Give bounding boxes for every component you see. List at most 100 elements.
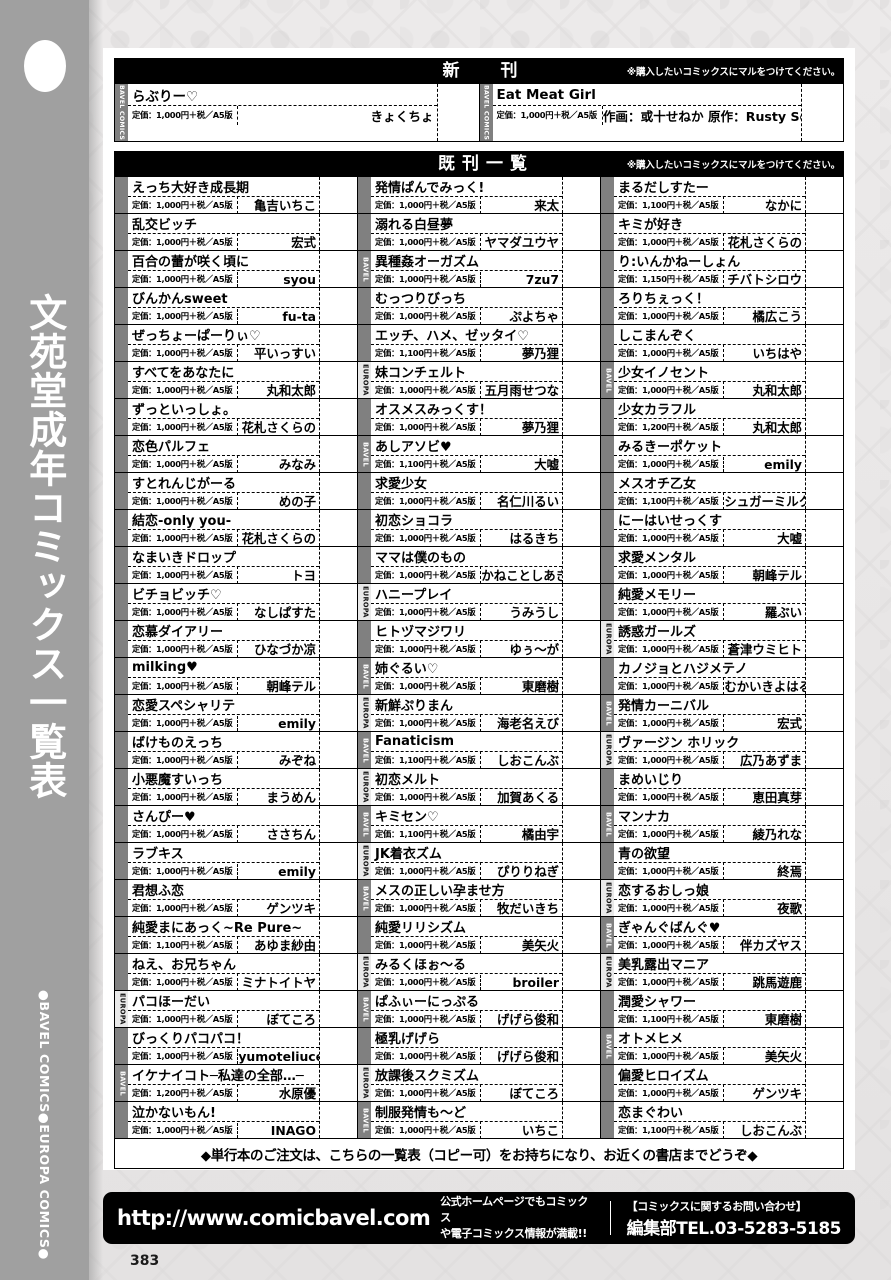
book-row[interactable]: えっち大好き成長期 定価：1,000円＋税／A5版 亀吉いちこ: [115, 177, 357, 215]
book-row[interactable]: 乱交ビッチ 定価：1,000円＋税／A5版 宏式: [115, 214, 357, 252]
book-row[interactable]: BAVEL ぎゃんぐばんぐ♥ 定価：1,000円＋税／A5版 伴カズヤス: [601, 917, 843, 955]
book-row[interactable]: EUROPA 初恋メルト 定価：1,000円＋税／A5版 加賀あくる: [358, 769, 600, 807]
order-circle-box[interactable]: [319, 1028, 357, 1065]
book-row[interactable]: EUROPA 放課後スクミズム 定価：1,000円＋税／A5版 ぼてころ: [358, 1065, 600, 1103]
book-row[interactable]: ヒトヅマジワリ 定価：1,000円＋税／A5版 ゆぅ～が: [358, 621, 600, 659]
book-row[interactable]: まめいじり 定価：1,000円＋税／A5版 恵田真芽: [601, 769, 843, 807]
order-circle-box[interactable]: [319, 251, 357, 288]
book-row[interactable]: まるだしすたー 定価：1,100円＋税／A5版 なかに: [601, 177, 843, 215]
new-release-item[interactable]: BAVEL COMICS らぶりー♡ 定価：1,000円＋税／A5版 きょくちょ: [115, 84, 480, 142]
book-row[interactable]: 君想ふ恋 定価：1,000円＋税／A5版 ゲンツキ: [115, 880, 357, 918]
order-circle-box[interactable]: [319, 399, 357, 436]
order-circle-box[interactable]: [319, 991, 357, 1028]
book-row[interactable]: しこまんぞく 定価：1,000円＋税／A5版 いちはや: [601, 325, 843, 363]
book-row[interactable]: BAVEL 姉ぐるい♡ 定価：1,000円＋税／A5版 東磨樹: [358, 658, 600, 696]
book-row[interactable]: 恋愛スペシャリテ 定価：1,000円＋税／A5版 emily: [115, 695, 357, 733]
book-row[interactable]: ラブキス 定価：1,000円＋税／A5版 emily: [115, 843, 357, 881]
order-circle-box[interactable]: [805, 843, 843, 880]
book-row[interactable]: さんぴー♥ 定価：1,000円＋税／A5版 ささちん: [115, 806, 357, 844]
book-row[interactable]: ぜっちょーぱーりぃ♡ 定価：1,000円＋税／A5版 平いっすい: [115, 325, 357, 363]
order-circle-box[interactable]: [319, 917, 357, 954]
book-row[interactable]: びっくりパコパコ！ 定価：1,000円＋税／A5版 yumoteliuce: [115, 1028, 357, 1066]
book-row[interactable]: メスオチ乙女 定価：1,100円＋税／A5版 シュガーミルク: [601, 473, 843, 511]
book-row[interactable]: 小悪魔すいっち 定価：1,000円＋税／A5版 まうめん: [115, 769, 357, 807]
book-row[interactable]: BAVEL メスの正しい孕ませ方 定価：1,000円＋税／A5版 牧だいきち: [358, 880, 600, 918]
book-row[interactable]: EUROPA 美乳露出マニア 定価：1,000円＋税／A5版 跳馬遊鹿: [601, 954, 843, 992]
book-row[interactable]: 潤愛シャワー 定価：1,100円＋税／A5版 東磨樹: [601, 991, 843, 1029]
order-circle-box[interactable]: [805, 806, 843, 843]
order-circle-box[interactable]: [319, 843, 357, 880]
order-circle-box[interactable]: [319, 658, 357, 695]
order-circle-box[interactable]: [805, 399, 843, 436]
order-circle-box[interactable]: [562, 1028, 600, 1065]
book-row[interactable]: 求愛少女 定価：1,000円＋税／A5版 名仁川るい: [358, 473, 600, 511]
order-circle-box[interactable]: [805, 436, 843, 473]
book-row[interactable]: BAVEL マンナカ 定価：1,000円＋税／A5版 綾乃れな: [601, 806, 843, 844]
book-row[interactable]: EUROPA ハニープレイ 定価：1,000円＋税／A5版 うみうし: [358, 584, 600, 622]
order-circle-box[interactable]: [562, 288, 600, 325]
book-row[interactable]: EUROPA 妹コンチェルト 定価：1,000円＋税／A5版 五月雨せつな: [358, 362, 600, 400]
book-row[interactable]: EUROPA 誘惑ガールズ 定価：1,000円＋税／A5版 蒼津ウミヒト: [601, 621, 843, 659]
book-row[interactable]: オスメスみっくす！ 定価：1,000円＋税／A5版 夢乃狸: [358, 399, 600, 437]
order-circle-box[interactable]: [319, 806, 357, 843]
book-row[interactable]: EUROPA 恋するおしっ娘 定価：1,000円＋税／A5版 夜歌: [601, 880, 843, 918]
order-circle-box[interactable]: [319, 1102, 357, 1139]
order-circle-box[interactable]: [562, 1065, 600, 1102]
order-circle-box[interactable]: [805, 510, 843, 547]
book-row[interactable]: 結恋-only you- 定価：1,000円＋税／A5版 花札さくらの: [115, 510, 357, 548]
order-circle-box[interactable]: [319, 954, 357, 991]
book-row[interactable]: BAVEL あしアソビ♥ 定価：1,100円＋税／A5版 大嘘: [358, 436, 600, 474]
book-row[interactable]: 純愛メモリー 定価：1,000円＋税／A5版 羅ぶい: [601, 584, 843, 622]
order-circle-box[interactable]: [562, 732, 600, 769]
order-circle-box[interactable]: [562, 214, 600, 251]
order-circle-box[interactable]: [319, 288, 357, 325]
order-circle-box[interactable]: [319, 1065, 357, 1102]
order-circle-box[interactable]: [562, 436, 600, 473]
order-circle-box[interactable]: [319, 325, 357, 362]
book-row[interactable]: ずっといっしょ。 定価：1,000円＋税／A5版 花札さくらの: [115, 399, 357, 437]
order-circle-box[interactable]: [805, 621, 843, 658]
order-circle-box[interactable]: [319, 510, 357, 547]
book-row[interactable]: ねえ、お兄ちゃん 定価：1,000円＋税／A5版 ミナトイトヤ: [115, 954, 357, 992]
order-circle-box[interactable]: [805, 1065, 843, 1102]
order-circle-box[interactable]: [562, 399, 600, 436]
order-circle-box[interactable]: [562, 177, 600, 214]
book-row[interactable]: ろりちぇっく！ 定価：1,000円＋税／A5版 橘広こう: [601, 288, 843, 326]
book-row[interactable]: 泣かないもん! 定価：1,000円＋税／A5版 INAGO: [115, 1102, 357, 1139]
order-circle-box[interactable]: [562, 843, 600, 880]
order-circle-box[interactable]: [319, 473, 357, 510]
book-row[interactable]: なまいきドロップ 定価：1,000円＋税／A5版 トヨ: [115, 547, 357, 585]
book-row[interactable]: り:いんかねーしょん 定価：1,150円＋税／A5版 チバトシロウ: [601, 251, 843, 289]
book-row[interactable]: 恋まぐわい 定価：1,100円＋税／A5版 しおこんぶ: [601, 1102, 843, 1140]
book-row[interactable]: 純愛まにあっく~Re Pure~ 定価：1,100円＋税／A5版 あゆま紗由: [115, 917, 357, 955]
website-url[interactable]: http://www.comicbavel.com: [117, 1206, 431, 1230]
book-row[interactable]: BAVEL イケナイコト─私達の全部…─ 定価：1,200円＋税／A5版 水原優: [115, 1065, 357, 1103]
book-row[interactable]: みるきーポケット 定価：1,000円＋税／A5版 emily: [601, 436, 843, 474]
book-row[interactable]: ばけものえっち 定価：1,000円＋税／A5版 みぞね: [115, 732, 357, 770]
book-row[interactable]: キミが好き 定価：1,000円＋税／A5版 花札さくらの: [601, 214, 843, 252]
order-circle-box[interactable]: [805, 991, 843, 1028]
order-circle-box[interactable]: [562, 880, 600, 917]
order-circle-box[interactable]: [805, 732, 843, 769]
order-circle-box[interactable]: [562, 325, 600, 362]
book-row[interactable]: にーはいせっくす 定価：1,000円＋税／A5版 大嘘: [601, 510, 843, 548]
order-circle-box[interactable]: [805, 695, 843, 732]
book-row[interactable]: EUROPA みるくほぉ～る 定価：1,000円＋税／A5版 broiler: [358, 954, 600, 992]
order-circle-box[interactable]: [562, 695, 600, 732]
order-circle-box[interactable]: [319, 547, 357, 584]
order-circle-box[interactable]: [562, 362, 600, 399]
order-circle-box[interactable]: [805, 658, 843, 695]
book-row[interactable]: BAVEL キミセン♡ 定価：1,100円＋税／A5版 橘由宇: [358, 806, 600, 844]
order-circle-box[interactable]: [562, 917, 600, 954]
book-row[interactable]: エッチ、ハメ、ゼッタイ♡ 定価：1,100円＋税／A5版 夢乃狸: [358, 325, 600, 363]
order-circle-box[interactable]: [319, 769, 357, 806]
book-row[interactable]: すべてをあなたに 定価：1,000円＋税／A5版 丸和太郎: [115, 362, 357, 400]
order-circle-box[interactable]: [805, 880, 843, 917]
order-circle-box[interactable]: [562, 473, 600, 510]
book-row[interactable]: すとれんじがーる 定価：1,000円＋税／A5版 めの子: [115, 473, 357, 511]
book-row[interactable]: 少女カラフル 定価：1,200円＋税／A5版 丸和太郎: [601, 399, 843, 437]
order-circle-box[interactable]: [805, 251, 843, 288]
book-row[interactable]: BAVEL 異種姦オーガズム 定価：1,000円＋税／A5版 7zu7: [358, 251, 600, 289]
order-circle-box[interactable]: [805, 547, 843, 584]
book-row[interactable]: EUROPA 新鮮ぷりまん 定価：1,000円＋税／A5版 海老名えび: [358, 695, 600, 733]
